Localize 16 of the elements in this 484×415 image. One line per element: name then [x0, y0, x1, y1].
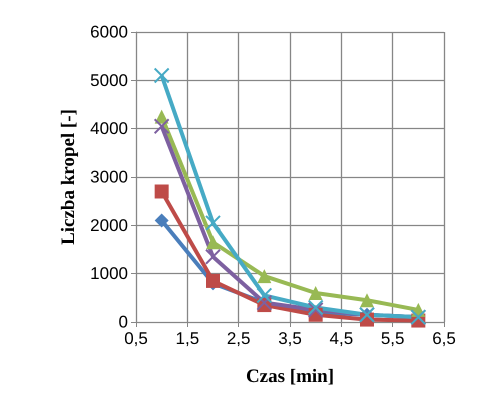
x-tick-label: 0,5 — [124, 329, 148, 348]
y-tick-label: 5000 — [90, 70, 128, 90]
x-tick-label: 5,5 — [380, 329, 404, 348]
x-axis-title: Czas [min] — [246, 366, 334, 387]
y-tick-label: 4000 — [90, 119, 128, 138]
y-axis-title: Liczba kropel [-] — [58, 109, 79, 245]
x-tick-label: 2,5 — [226, 329, 250, 348]
x-tick-label: 6,5 — [432, 329, 456, 348]
y-tick-label: 1000 — [90, 264, 128, 284]
y-tick-label: 3000 — [90, 168, 128, 186]
y-tick-label: 6000 — [90, 22, 128, 42]
x-tick-label: 3,5 — [278, 329, 302, 348]
y-tick-label: 0 — [118, 312, 128, 332]
y-tick-label: 2000 — [90, 216, 128, 235]
x-tick-label: 4,5 — [330, 329, 354, 348]
x-tick-label: 1,5 — [176, 329, 200, 348]
